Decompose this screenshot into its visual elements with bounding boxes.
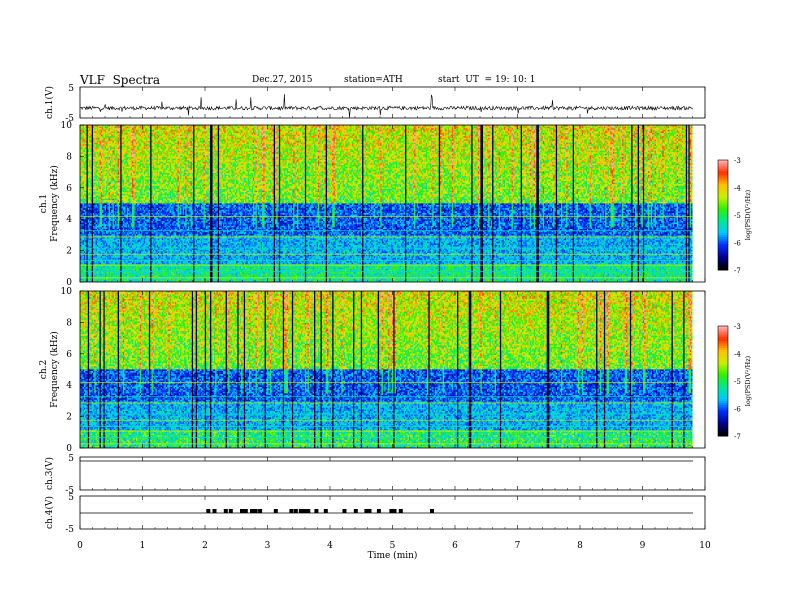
ch4-pulse-mark xyxy=(324,509,328,513)
s2-colorbar-label: log(PSD(V²/Hz) xyxy=(744,355,752,406)
ch1-spectrogram-band-line xyxy=(80,254,693,255)
s1-colorbar-tick: -6 xyxy=(734,240,741,248)
ch4-pulse-mark xyxy=(314,509,318,513)
ch4-pulse-mark xyxy=(229,509,233,513)
x-tick-label: 7 xyxy=(515,541,521,551)
ch2-spectrogram-band-line xyxy=(80,420,693,421)
s2-ytick-label: 6 xyxy=(66,350,72,360)
x-tick-label: 3 xyxy=(265,541,271,551)
ch4-pulse-mark xyxy=(254,509,258,513)
s1-ylabel-channel: ch.1 xyxy=(39,194,49,213)
ch1-waveform-line xyxy=(80,94,693,118)
ch1-spectrogram-band-line xyxy=(80,230,693,231)
s1-ytick-label: 8 xyxy=(66,152,72,162)
ch2-spectrogram-band-line xyxy=(80,396,693,397)
ch4-pulse-mark xyxy=(306,509,310,513)
s1-ylabel-frequency: Frequency (kHz) xyxy=(49,165,60,242)
s2-ytick-label: 8 xyxy=(66,318,72,328)
s1-ytick-label: 6 xyxy=(66,184,72,194)
x-tick-label: 10 xyxy=(699,541,711,551)
w4-ylabel: ch.4(V) xyxy=(44,496,55,529)
ch2-spectrogram-band-line xyxy=(80,431,693,432)
ch1-spectrogram-band-line xyxy=(80,277,693,278)
ch4-pulse-mark xyxy=(258,509,262,513)
s1-ytick-label: 2 xyxy=(66,247,72,257)
x-axis-label: Time (min) xyxy=(368,550,418,561)
ch4-pulse-mark xyxy=(343,509,347,513)
s1-colorbar-tick: -4 xyxy=(734,185,741,193)
s2-ytick-label: 4 xyxy=(66,381,72,391)
s1-ytick-label: 4 xyxy=(66,215,72,225)
ch1-spectrogram xyxy=(80,125,693,282)
ch4-pulse-mark xyxy=(393,509,397,513)
w3-ytick-label: 5 xyxy=(68,454,74,464)
s1-colorbar-tick: -5 xyxy=(734,212,741,220)
ch1-spectrogram-band-line xyxy=(80,271,693,272)
s2-ytick-label: 10 xyxy=(61,287,73,297)
ch4-pulse-mark xyxy=(206,509,210,513)
ch2-spectrogram-band-line xyxy=(80,437,693,438)
ch4-pulse-mark xyxy=(213,509,217,513)
ch2-spectrogram-band-line xyxy=(80,414,693,415)
ch2-spectrogram-band-line xyxy=(80,382,693,383)
ch4-pulse-mark xyxy=(274,509,278,513)
w1-frame xyxy=(80,87,705,118)
ch4-pulse-mark xyxy=(244,509,248,513)
x-tick-label: 2 xyxy=(202,541,208,551)
ch2-spectrogram-band-line xyxy=(80,426,693,427)
ch1-spectrogram-band-line xyxy=(80,248,693,249)
ch4-pulse-mark xyxy=(289,509,293,513)
s2-colorbar-tick: -6 xyxy=(734,406,741,414)
ch1-spectrogram-band-line xyxy=(80,265,693,266)
x-tick-label: 9 xyxy=(640,541,646,551)
vlf-figure: 5-5ch.1(V)5-5ch.3(V)5-5ch.4(V)0246810ch.… xyxy=(0,0,792,612)
s1-colorbar-tick: -7 xyxy=(734,267,741,275)
ch1-spectrogram-band-line xyxy=(80,260,693,261)
ch4-pulse-mark xyxy=(294,509,298,513)
s2-colorbar-tick: -4 xyxy=(734,351,741,359)
w3-ylabel: ch.3(V) xyxy=(44,457,55,490)
s2-ylabel-channel: ch.2 xyxy=(39,360,49,379)
w3-frame xyxy=(80,457,705,490)
ch4-pulse-mark xyxy=(224,509,228,513)
ch4-pulse-mark xyxy=(250,509,254,513)
ch4-pulse-mark xyxy=(240,509,244,513)
x-tick-label: 0 xyxy=(77,541,83,551)
w4-ytick-label: -5 xyxy=(65,525,74,535)
s2-colorbar-tick: -5 xyxy=(734,378,741,386)
s2-colorbar-tick: -3 xyxy=(734,323,741,331)
s1-colorbar-label: log(PSD(V²/Hz) xyxy=(744,189,752,240)
w1-ytick-label: 5 xyxy=(68,84,74,94)
ch2-spectrogram-band-line xyxy=(80,403,693,404)
ch4-pulse-mark xyxy=(299,509,303,513)
ch4-pulse-mark xyxy=(430,509,434,513)
s1-colorbar-tick: -3 xyxy=(734,157,741,165)
ch2-spectrogram-band-line xyxy=(80,443,693,444)
x-tick-label: 4 xyxy=(327,541,333,551)
ch2-spectrogram xyxy=(80,291,693,448)
x-tick-label: 5 xyxy=(390,541,396,551)
ch4-pulse-mark xyxy=(368,509,372,513)
w1-ylabel: ch.1(V) xyxy=(44,86,55,119)
x-tick-label: 8 xyxy=(577,541,583,551)
ch4-pulse-mark xyxy=(354,509,358,513)
ch4-pulse-mark xyxy=(399,509,403,513)
s2-ylabel-frequency: Frequency (kHz) xyxy=(49,331,60,408)
x-tick-label: 1 xyxy=(140,541,146,551)
ch1-spectrogram-band-line xyxy=(80,237,693,238)
s2-ytick-label: 2 xyxy=(66,413,72,423)
w4-ytick-label: 5 xyxy=(68,493,74,503)
ch1-spectrogram-band-line xyxy=(80,216,693,217)
ch4-pulse-mark xyxy=(377,509,381,513)
x-tick-label: 6 xyxy=(452,541,458,551)
s2-ytick-label: 0 xyxy=(66,444,72,454)
ch4-pulse-mark xyxy=(303,509,307,513)
s2-colorbar-tick: -7 xyxy=(734,433,741,441)
s1-ytick-label: 10 xyxy=(61,121,73,131)
